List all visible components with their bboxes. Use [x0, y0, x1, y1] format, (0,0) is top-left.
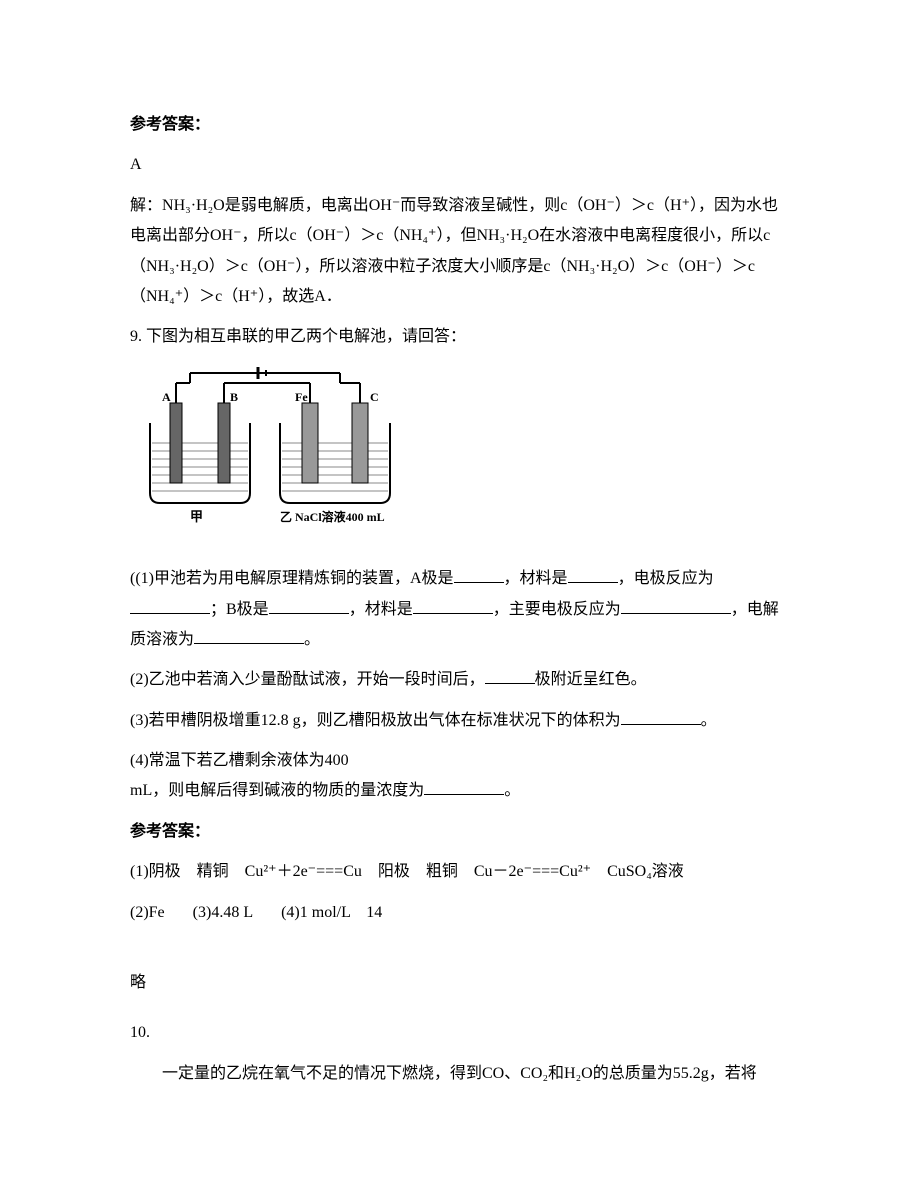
blank	[130, 597, 210, 614]
blank	[194, 627, 304, 644]
q9-number: 9.	[130, 328, 146, 345]
ans9-line2c: (4)1 mol/L 14	[281, 904, 382, 921]
label-b: B	[230, 390, 238, 404]
blank	[485, 667, 535, 684]
q9-p1d: ；B极是	[210, 601, 269, 618]
q9-p1b: ，材料是	[504, 570, 568, 587]
ans9-line2: (2)Fe (3)4.48 L (4)1 mol/L 14	[130, 898, 790, 928]
page: 参考答案： A 解：NH₃·H₂O是弱电解质，电离出OH⁻而导致溶液呈碱性，则c…	[0, 0, 920, 1191]
q9-part3: (3)若甲槽阴极增重12.8 g，则乙槽阳极放出气体在标准状况下的体积为 。	[130, 706, 790, 736]
q9-p2a: (2)乙池中若滴入少量酚酞试液，开始一段时间后，	[130, 671, 485, 688]
q9-p1a: ((1)甲池若为用电解原理精炼铜的装置，A极是	[130, 570, 454, 587]
q9-p3b: 。	[701, 712, 717, 729]
q9-p4b: mL，则电解后得到碱液的物质的量浓度为	[130, 782, 424, 799]
explanation-prefix: 解：	[130, 197, 162, 214]
q10-stem: 一定量的乙烷在氧气不足的情况下燃烧，得到CO、CO₂和H₂O的总质量为55.2g…	[130, 1059, 790, 1089]
blank	[454, 566, 504, 583]
q9-p4c: 。	[504, 782, 520, 799]
blank	[621, 708, 701, 725]
caption-left: 甲	[190, 509, 203, 523]
q9-part2: (2)乙池中若滴入少量酚酞试液，开始一段时间后， 极附近呈红色。	[130, 665, 790, 695]
explanation: 解：NH₃·H₂O是弱电解质，电离出OH⁻而导致溶液呈碱性，则c（OH⁻）＞c（…	[130, 191, 790, 313]
q9-p1e: ，材料是	[349, 601, 413, 618]
explanation-body: NH₃·H₂O是弱电解质，电离出OH⁻而导致溶液呈碱性，则c（OH⁻）＞c（H⁺…	[130, 197, 778, 305]
ans9-line2a: (2)Fe	[130, 904, 165, 921]
answer-letter: A	[130, 150, 790, 180]
answer-heading: 参考答案：	[130, 110, 790, 140]
answer-heading-2: 参考答案：	[130, 817, 790, 847]
q9-p2b: 极附近呈红色。	[535, 671, 647, 688]
q9-part1: ((1)甲池若为用电解原理精炼铜的装置，A极是 ，材料是 ，电极反应为 ；B极是 ，材料…	[130, 564, 790, 655]
blank	[413, 597, 493, 614]
q9-p1h: 。	[304, 631, 320, 648]
ans9-line1: (1)阴极 精铜 Cu²⁺＋2e⁻===Cu 阳极 粗铜 Cu－2e⁻===Cu…	[130, 857, 790, 887]
caption-right: 乙 NaCl溶液400 mL	[280, 509, 385, 523]
blank	[269, 597, 349, 614]
ans9-line3: 略	[130, 968, 790, 998]
q9-p1c: ，电极反应为	[618, 570, 714, 587]
q10-number: 10.	[130, 1018, 790, 1048]
q9-stem: 9. 下图为相互串联的甲乙两个电解池，请回答：	[130, 322, 790, 352]
q9-part4: (4)常温下若乙槽剩余液体为400 mL，则电解后得到碱液的物质的量浓度为 。	[130, 746, 790, 807]
diagram-svg: A B 甲 Fe C 乙 NaCl溶液400	[130, 363, 410, 523]
q9-p3a: (3)若甲槽阴极增重12.8 g，则乙槽阳极放出气体在标准状况下的体积为	[130, 712, 621, 729]
blank	[424, 778, 504, 795]
label-fe: Fe	[295, 390, 308, 404]
ans9-line2b: (3)4.48 L	[193, 904, 253, 921]
q9-stem-text: 下图为相互串联的甲乙两个电解池，请回答：	[146, 328, 466, 345]
label-c: C	[370, 390, 379, 404]
electrolysis-diagram: A B 甲 Fe C 乙 NaCl溶液400	[130, 363, 790, 534]
blank	[568, 566, 618, 583]
q9-p1f: ，主要电极反应为	[493, 601, 621, 618]
q9-p4a: (4)常温下若乙槽剩余液体为400	[130, 752, 349, 769]
blank	[621, 597, 731, 614]
label-a: A	[162, 390, 171, 404]
